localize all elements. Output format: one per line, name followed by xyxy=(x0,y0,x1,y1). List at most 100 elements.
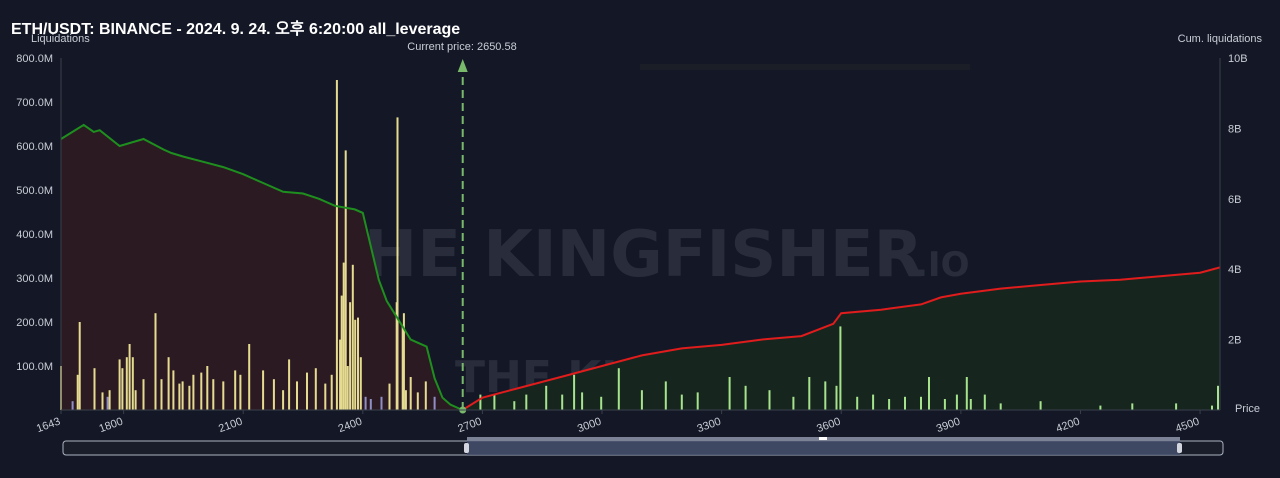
liquidation-bar xyxy=(369,399,372,410)
dotted-decoration xyxy=(640,64,970,70)
liquidation-bar xyxy=(234,370,237,410)
liquidation-bar xyxy=(192,374,195,410)
liquidation-bar xyxy=(1131,403,1134,410)
liquidation-bar xyxy=(335,80,338,410)
liquidation-bar xyxy=(128,344,131,410)
current-price-label: Current price: 2650.58 xyxy=(407,41,516,53)
liquidation-bar xyxy=(222,381,225,410)
liquidation-bar xyxy=(181,381,184,410)
liquidation-bar xyxy=(416,392,419,410)
liquidation-bar xyxy=(396,117,399,411)
slider-grip-icon[interactable] xyxy=(819,437,827,440)
left-y-tick-label: 600.0M xyxy=(16,141,53,153)
liquidation-bar xyxy=(1217,385,1219,410)
left-axis-label: Liquidations xyxy=(31,33,90,45)
liquidation-bar xyxy=(125,357,128,410)
liquidation-bar xyxy=(955,394,958,410)
x-tick-label: 2400 xyxy=(337,416,364,436)
liquidation-bar xyxy=(525,394,528,410)
liquidation-bar xyxy=(288,359,291,410)
liquidation-bar xyxy=(346,366,349,410)
right-axis-label: Cum. liquidations xyxy=(1178,33,1263,45)
liquidation-bar xyxy=(167,357,170,410)
liquidation-bar xyxy=(664,381,667,410)
liquidation-bar xyxy=(401,326,404,410)
liquidation-bar xyxy=(342,262,345,410)
x-axis-label: Price xyxy=(1235,403,1260,415)
liquidation-bar xyxy=(581,392,584,410)
liquidation-bar xyxy=(928,377,930,410)
liquidation-bar xyxy=(409,377,412,410)
liquidation-bar xyxy=(344,150,347,410)
x-tick-label: 4500 xyxy=(1174,416,1201,436)
liquidation-bar xyxy=(340,295,343,410)
liquidation-bar xyxy=(768,390,771,410)
x-tick-label: 3600 xyxy=(815,416,842,436)
liquidation-bar xyxy=(272,379,275,410)
liquidation-bar xyxy=(131,357,134,410)
liquidation-bar xyxy=(380,396,383,410)
liquidation-bar xyxy=(1099,405,1102,410)
liquidation-bar xyxy=(696,392,699,410)
chart-title: ETH/USDT: BINANCE - 2024. 9. 24. 오후 6:20… xyxy=(11,21,461,38)
watermark-suffix-main: .IO xyxy=(915,245,969,285)
liquidation-bar xyxy=(839,326,842,410)
liquidation-bar xyxy=(306,372,308,410)
liquidation-bar xyxy=(872,394,875,410)
long-cumulative-area xyxy=(61,124,463,411)
liquidation-bar xyxy=(108,390,111,410)
x-tick-label: 1800 xyxy=(98,416,125,436)
liquidation-bar xyxy=(983,394,986,410)
liquidation-bar xyxy=(282,390,285,410)
slider-left-handle[interactable] xyxy=(464,443,469,453)
liquidation-bar xyxy=(920,396,922,410)
liquidation-bar xyxy=(262,370,265,410)
liquidation-bar xyxy=(359,357,362,410)
left-y-tick-label: 800.0M xyxy=(16,53,53,65)
slider-selection[interactable] xyxy=(467,441,1180,455)
liquidation-bar xyxy=(314,368,317,410)
liquidation-bar xyxy=(142,379,145,410)
liquidation-bar xyxy=(1175,403,1178,410)
slider-right-handle[interactable] xyxy=(1177,443,1182,453)
liquidation-bar xyxy=(824,381,827,410)
liquidation-bar xyxy=(943,399,946,410)
liquidation-bar xyxy=(904,396,906,410)
liquidation-bar xyxy=(134,390,137,410)
liquidation-bar xyxy=(402,313,405,410)
liquidation-bar xyxy=(121,368,124,410)
right-y-tick-label: 2B xyxy=(1228,335,1241,347)
liquidation-bar xyxy=(1211,405,1213,410)
left-y-tick-label: 100.0M xyxy=(16,361,53,373)
liquidation-bar xyxy=(160,379,163,410)
left-y-tick-label: 500.0M xyxy=(16,185,53,197)
liquidation-bar xyxy=(248,344,251,410)
right-y-tick-label: 6B xyxy=(1228,194,1241,206)
x-tick-label: 3300 xyxy=(696,416,723,436)
liquidation-bar xyxy=(999,403,1002,410)
liquidation-bar xyxy=(835,385,838,410)
x-tick-label: 3000 xyxy=(576,416,603,436)
range-slider[interactable] xyxy=(62,437,1224,456)
liquidation-bar xyxy=(965,377,968,410)
right-y-axis: 2B 4B 6B 8B 10B xyxy=(1228,53,1248,347)
cumulative-lines xyxy=(60,123,1221,411)
liquidation-bar xyxy=(78,322,81,410)
watermark-text-main: THE KINGFISHER xyxy=(320,218,923,292)
liquidation-bar xyxy=(330,374,333,410)
liquidation-bar xyxy=(296,381,298,410)
liquidation-bar xyxy=(118,359,121,410)
liquidation-bar xyxy=(364,396,367,410)
liquidation-bar xyxy=(856,396,859,410)
right-y-tick-label: 8B xyxy=(1228,123,1241,135)
liquidation-bar xyxy=(573,374,576,410)
liquidation-bar xyxy=(617,368,620,410)
liquidation-bar xyxy=(792,396,795,410)
liquidation-bar xyxy=(106,396,109,410)
left-y-axis: 100.0M 200.0M 300.0M 400.0M 500.0M 600.0M 700.… xyxy=(16,53,53,373)
liquidation-bars xyxy=(60,80,1219,411)
liquidation-bar xyxy=(354,319,357,410)
liquidation-bar xyxy=(433,396,436,410)
x-tick-label: 1643 xyxy=(35,416,62,436)
